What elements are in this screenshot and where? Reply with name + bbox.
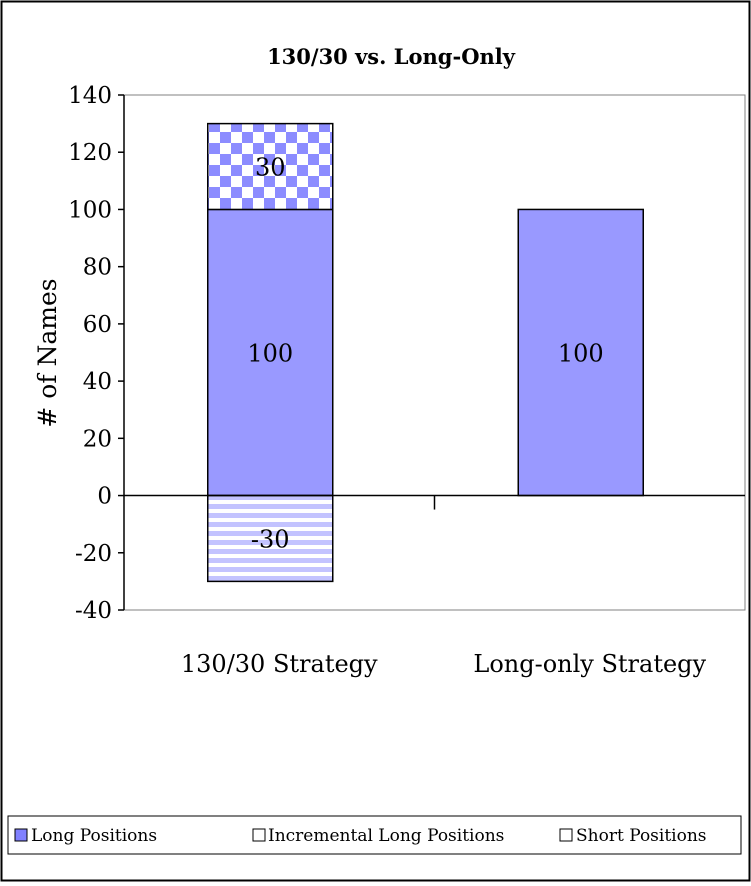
bar-incremental-long-positions [207,122,334,211]
legend-label-incremental-long-positions: Incremental Long Positions [268,826,504,846]
y-tick-label: 20 [83,426,112,452]
bar-short-positions [207,494,334,583]
legend-swatch-incremental-long-positions [252,828,266,842]
data-labels: 100 30 -30 100 [247,154,603,554]
data-label-long-positions: 100 [247,340,293,368]
legend-label-short-positions: Short Positions [576,826,707,846]
legend-swatch-long-positions [14,828,28,842]
data-label-long-positions: 100 [558,340,604,368]
y-tick-label: -20 [75,541,112,567]
x-axis [124,494,745,510]
x-tick-label: Long-only Strategy [473,650,706,678]
y-ticks: 140 120 100 80 60 40 20 0 -20 -40 [68,83,124,624]
bars [207,122,644,583]
legend-swatch-short-positions [559,828,573,842]
x-ticks: 130/30 Strategy Long-only Strategy [181,650,707,678]
x-tick-label: 130/30 Strategy [181,650,378,678]
data-label-short-positions: -30 [251,525,290,553]
legend: Long Positions Incremental Long Position… [7,815,742,855]
plot-area [123,94,746,611]
y-tick-label: 0 [97,484,112,510]
chart-title: 130/30 vs. Long-Only [267,44,516,69]
y-tick-label: 120 [68,140,112,166]
y-axis-label: # of Names [33,278,62,427]
y-tick-label: 140 [68,83,112,109]
bar-long-positions [517,208,644,497]
data-label-incremental-long-positions: 30 [255,154,286,182]
y-tick-label: 40 [83,369,112,395]
legend-label-long-positions: Long Positions [31,826,157,846]
y-tick-label: 100 [68,197,112,223]
y-tick-label: 60 [83,312,112,338]
bar-long-positions [207,208,334,497]
y-tick-label: -40 [75,598,112,624]
y-tick-label: 80 [83,255,112,281]
